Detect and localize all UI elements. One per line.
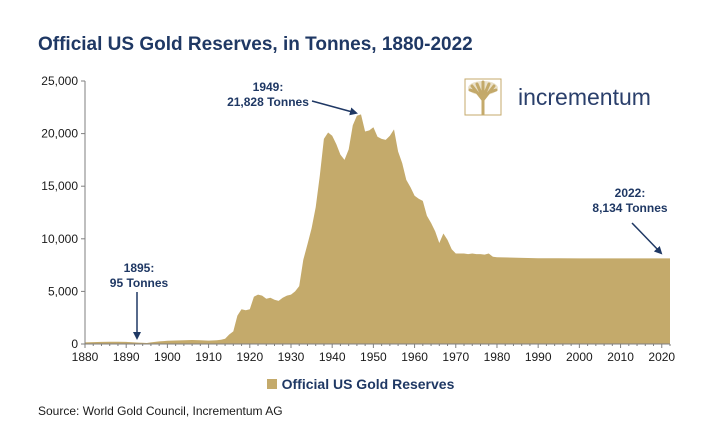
annotation-1895-line1: 1895: (123, 261, 155, 275)
legend-label: Official US Gold Reserves (281, 376, 455, 392)
x-tick-label: 1910 (195, 350, 222, 364)
legend: Official US Gold Reserves (0, 376, 721, 392)
x-tick-label: 1930 (278, 350, 305, 364)
area-layer (85, 114, 670, 345)
annotation-1895-line2: 95 Tonnes (109, 276, 169, 290)
x-tick-label: 1960 (401, 350, 428, 364)
annotation-1895: 1895: 95 Tonnes (98, 261, 180, 291)
legend-swatch (266, 379, 277, 389)
chart-title: Official US Gold Reserves, in Tonnes, 18… (38, 34, 473, 55)
x-tick-label: 1940 (319, 350, 346, 364)
x-tick-label: 1970 (442, 350, 469, 364)
tree-logo-icon (464, 78, 502, 116)
y-tick-label: 0 (71, 337, 78, 351)
x-tick-label: 1920 (236, 350, 263, 364)
annotation-1949: 1949: 21,828 Tonnes (213, 80, 323, 110)
area-series-0 (85, 114, 670, 345)
annotation-1949-line1: 1949: (252, 80, 284, 94)
x-tick-label: 2020 (648, 350, 675, 364)
annotation-1949-line2: 21,828 Tonnes (227, 95, 309, 109)
y-tick-label: 15,000 (41, 179, 78, 193)
x-tick-label: 1880 (72, 350, 99, 364)
x-tick-label: 1980 (484, 350, 511, 364)
incrementum-logo: incrementum (464, 78, 674, 118)
logo-text: incrementum (518, 84, 651, 110)
y-tick-label: 20,000 (41, 127, 78, 141)
annotation-2022: 2022: 8,134 Tonnes (580, 186, 680, 216)
x-tick-label: 1890 (113, 350, 140, 364)
x-tick-label: 2010 (607, 350, 634, 364)
x-tick-label: 2000 (566, 350, 593, 364)
axes: 0 5,000 10,000 15,000 20,000 25,000 1880 1890 19… (41, 74, 675, 364)
y-tick-label: 25,000 (41, 74, 78, 88)
x-tick-label: 1900 (154, 350, 181, 364)
source-note: Source: World Gold Council, Incrementum … (38, 404, 283, 418)
annotation-2022-line2: 8,134 Tonnes (592, 201, 668, 215)
y-tick-label: 5,000 (48, 284, 78, 298)
annotation-2022-line1: 2022: (614, 186, 646, 200)
annotation-arrow (631, 222, 663, 255)
y-tick-label: 10,000 (41, 232, 78, 246)
annotation-arrow (311, 100, 358, 116)
annotation-arrows (133, 100, 663, 340)
x-tick-label: 1950 (360, 350, 387, 364)
x-tick-label: 1990 (525, 350, 552, 364)
